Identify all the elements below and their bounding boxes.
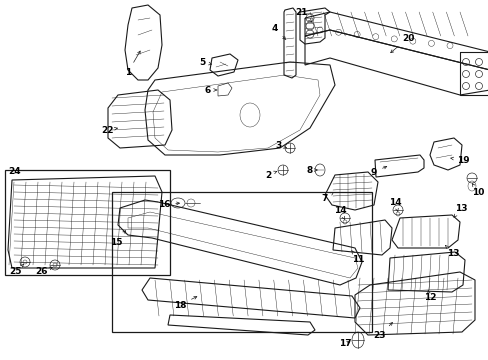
- Text: 9: 9: [370, 166, 386, 176]
- Text: 12: 12: [423, 291, 435, 302]
- Text: 10: 10: [471, 184, 483, 197]
- Bar: [112, 192, 371, 332]
- Text: 11: 11: [351, 251, 364, 265]
- Text: 5: 5: [199, 58, 211, 67]
- Text: 1: 1: [124, 51, 140, 77]
- Text: 7: 7: [321, 192, 333, 202]
- Text: 24: 24: [8, 167, 20, 176]
- Text: 6: 6: [204, 86, 216, 95]
- Text: 19: 19: [450, 156, 468, 165]
- Text: 25: 25: [9, 265, 23, 276]
- Bar: [5, 170, 170, 275]
- Text: 13: 13: [445, 246, 458, 257]
- Text: 13: 13: [453, 203, 467, 217]
- Text: 2: 2: [264, 171, 276, 180]
- Text: 23: 23: [373, 323, 392, 339]
- Text: 15: 15: [109, 231, 125, 247]
- Text: 17: 17: [338, 339, 350, 348]
- Text: 14: 14: [333, 206, 346, 220]
- Text: 4: 4: [271, 23, 285, 39]
- Text: 20: 20: [390, 33, 413, 53]
- Text: 22: 22: [102, 126, 117, 135]
- Text: 21: 21: [295, 8, 311, 22]
- Text: 3: 3: [274, 140, 286, 149]
- Text: 18: 18: [173, 297, 196, 310]
- Text: 26: 26: [36, 267, 52, 276]
- Text: 8: 8: [306, 166, 317, 175]
- Text: 16: 16: [158, 199, 179, 208]
- Text: 14: 14: [388, 198, 401, 212]
